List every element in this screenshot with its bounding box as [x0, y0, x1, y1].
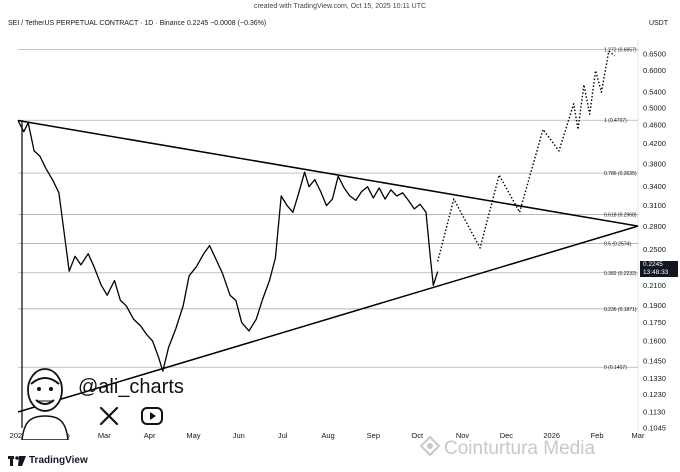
- x-tick-label: Aug: [321, 431, 334, 440]
- y-tick-label: 0.4600: [643, 120, 666, 129]
- trendline-lower: [17, 225, 639, 413]
- y-tick-label: 0.2500: [643, 245, 666, 254]
- fib-level-label: 0.236 (0.1871): [604, 307, 637, 313]
- x-tick-label: Apr: [144, 431, 156, 440]
- fib-level-label: 0.382 (0.2232): [604, 271, 637, 277]
- tradingview-brand: TradingView: [8, 455, 88, 466]
- symbol-info: SEI / TetherUS PERPETUAL CONTRACT · 1D ·…: [8, 20, 266, 27]
- y-tick-label: 0.5000: [643, 103, 666, 112]
- fib-level-label: 0.5 (0.2574): [604, 242, 631, 248]
- fib-level-label: 0 (0.1407): [604, 365, 627, 371]
- tradingview-logo: [8, 455, 26, 466]
- x-tick-label: Jul: [278, 431, 288, 440]
- watermark-logo-icon: [419, 435, 441, 462]
- y-tick-label: 0.3800: [643, 159, 666, 168]
- y-tick-label: 0.3400: [643, 182, 666, 191]
- y-tick-label: 0.2800: [643, 222, 666, 231]
- x-tick-label: Dec: [500, 431, 514, 440]
- y-tick-label: 0.6500: [643, 50, 666, 59]
- y-tick-label: 0.2100: [643, 281, 666, 290]
- price-change: −0.0008 (−0.36%): [210, 20, 267, 27]
- y-tick-label: 0.5400: [643, 88, 666, 97]
- y-tick-label: 0.1330: [643, 374, 666, 383]
- price-tag-value: 0.2245: [643, 261, 663, 268]
- y-tick-label: 0.1600: [643, 336, 666, 345]
- x-tick-label: 2025: [10, 431, 27, 440]
- fib-level-label: 0.618 (0.2968): [604, 213, 637, 219]
- trendline-upper: [17, 119, 639, 227]
- fib-level-label: 1 (0.4707): [604, 118, 627, 124]
- y-tick-label: 0.3100: [643, 201, 666, 210]
- author-handle: @ali_charts: [78, 376, 184, 398]
- chart-header-note: created with TradingView.com, Oct 15, 20…: [253, 3, 427, 10]
- x-tick-label: Jun: [233, 431, 245, 440]
- x-tick-label: Feb: [591, 431, 604, 440]
- currency-label: USDT: [648, 20, 668, 27]
- x-tick-label: Mar: [632, 431, 645, 440]
- y-tick-label: 0.1450: [643, 357, 666, 366]
- y-tick-label: 0.1230: [643, 390, 666, 399]
- last-price: 0.2245: [186, 20, 209, 27]
- fib-level-label: 0.786 (0.3635): [604, 171, 637, 177]
- price-tag-countdown: 13:48:33: [643, 269, 669, 276]
- y-tick-label: 0.4200: [643, 139, 666, 148]
- y-tick-label: 0.1900: [643, 301, 666, 310]
- y-tick-label: 0.6000: [643, 66, 666, 75]
- x-tick-label: Sep: [367, 431, 380, 440]
- youtube-icon[interactable]: [140, 405, 164, 427]
- x-tick-label: 2026: [543, 431, 560, 440]
- x-tick-label: Oct: [411, 431, 424, 440]
- y-tick-label: 0.1130: [643, 408, 665, 417]
- price-line: [17, 120, 439, 372]
- y-tick-label: 0.1045: [643, 424, 666, 433]
- watermark: Cointurtura Media: [419, 435, 596, 462]
- y-tick-label: 0.1750: [643, 318, 666, 327]
- brand-name: TradingView: [29, 455, 88, 466]
- avatar-illustration: [16, 360, 74, 441]
- projected-price-path: [437, 50, 616, 262]
- watermark-text: Cointurtura Media: [444, 438, 596, 459]
- fib-level-label: 1.272 (0.6657): [604, 47, 637, 53]
- x-tick-label: Nov: [456, 431, 470, 440]
- x-icon[interactable]: [98, 405, 120, 427]
- x-tick-label: May: [186, 431, 200, 440]
- x-tick-label: Mar: [98, 431, 111, 440]
- symbol-title: SEI / TetherUS PERPETUAL CONTRACT · 1D ·…: [8, 20, 185, 27]
- current-price-tag: 0.2245 13:48:33: [640, 261, 678, 277]
